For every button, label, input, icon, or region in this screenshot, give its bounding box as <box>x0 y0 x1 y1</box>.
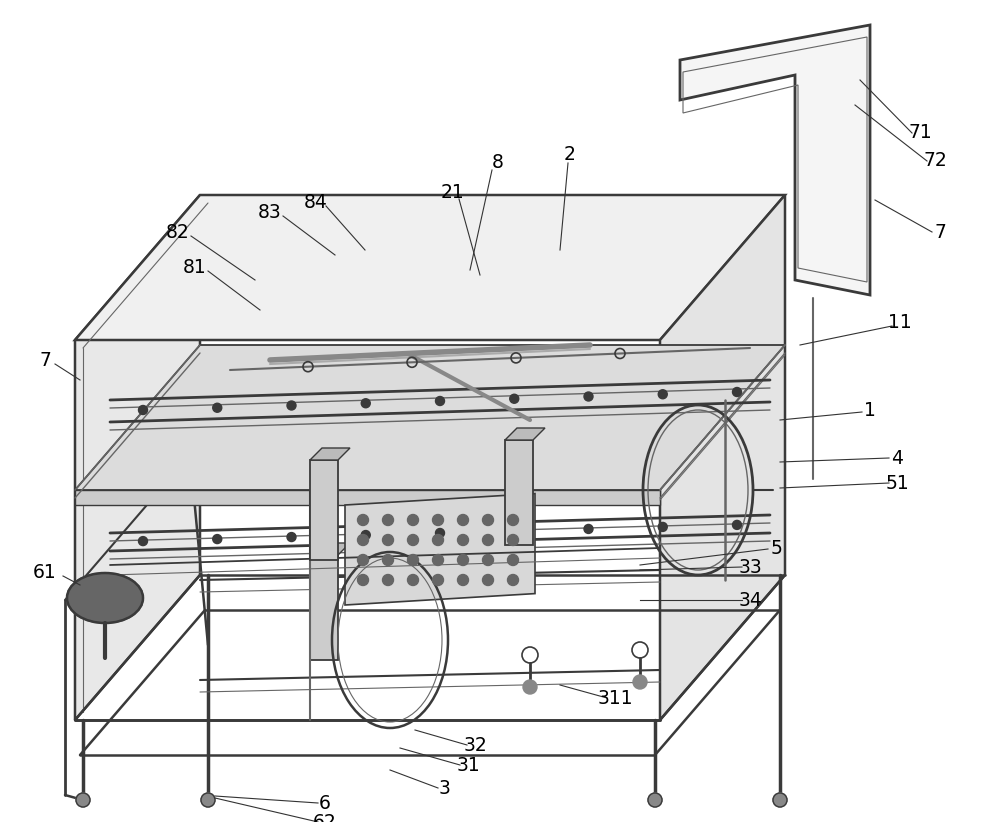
Circle shape <box>482 555 494 566</box>
Circle shape <box>510 395 519 404</box>
Text: 5: 5 <box>770 538 782 557</box>
Circle shape <box>76 793 90 807</box>
Polygon shape <box>505 440 533 545</box>
Text: 51: 51 <box>885 473 909 492</box>
Polygon shape <box>345 493 535 605</box>
Polygon shape <box>680 25 870 295</box>
Circle shape <box>213 404 222 413</box>
Circle shape <box>138 405 148 414</box>
Circle shape <box>358 575 368 585</box>
Text: 11: 11 <box>888 312 912 331</box>
Circle shape <box>482 575 494 585</box>
Circle shape <box>382 515 394 525</box>
Text: 61: 61 <box>33 562 57 581</box>
Text: 1: 1 <box>864 400 876 419</box>
Ellipse shape <box>67 573 143 623</box>
Text: 311: 311 <box>597 689 633 708</box>
Text: 83: 83 <box>258 202 282 221</box>
Circle shape <box>458 534 468 546</box>
Circle shape <box>361 399 370 408</box>
Circle shape <box>287 533 296 542</box>
Circle shape <box>408 515 418 525</box>
Circle shape <box>432 515 444 525</box>
Text: 81: 81 <box>183 257 207 276</box>
Circle shape <box>358 555 368 566</box>
Text: 31: 31 <box>456 755 480 774</box>
Text: 33: 33 <box>738 557 762 576</box>
Circle shape <box>358 534 368 546</box>
Circle shape <box>510 526 519 535</box>
Circle shape <box>508 555 518 566</box>
Text: 7: 7 <box>39 350 51 370</box>
Text: 3: 3 <box>439 778 451 797</box>
Circle shape <box>508 515 518 525</box>
Circle shape <box>432 575 444 585</box>
Text: 62: 62 <box>313 812 337 822</box>
Circle shape <box>482 515 494 525</box>
Text: 4: 4 <box>891 449 903 468</box>
Text: 71: 71 <box>908 122 932 141</box>
Text: 82: 82 <box>166 223 190 242</box>
Circle shape <box>584 524 593 533</box>
Circle shape <box>658 390 667 399</box>
Circle shape <box>382 534 394 546</box>
Text: 7: 7 <box>934 223 946 242</box>
Circle shape <box>648 793 662 807</box>
Polygon shape <box>310 460 338 560</box>
Circle shape <box>138 537 148 546</box>
Circle shape <box>435 396 444 405</box>
Text: 21: 21 <box>441 182 465 201</box>
Circle shape <box>508 534 518 546</box>
Circle shape <box>482 534 494 546</box>
Circle shape <box>432 555 444 566</box>
Circle shape <box>408 555 418 566</box>
Polygon shape <box>75 345 785 490</box>
Circle shape <box>287 401 296 410</box>
Circle shape <box>732 520 742 529</box>
Text: 84: 84 <box>304 192 328 211</box>
Polygon shape <box>75 490 660 505</box>
Text: 6: 6 <box>319 793 331 812</box>
Polygon shape <box>505 428 545 440</box>
Circle shape <box>432 534 444 546</box>
Polygon shape <box>310 448 350 460</box>
Text: 72: 72 <box>923 150 947 169</box>
Circle shape <box>201 793 215 807</box>
Polygon shape <box>75 195 785 340</box>
Circle shape <box>458 575 468 585</box>
Circle shape <box>732 387 742 396</box>
Text: 2: 2 <box>564 145 576 164</box>
Circle shape <box>408 534 418 546</box>
Text: 8: 8 <box>492 154 504 173</box>
Circle shape <box>382 555 394 566</box>
Circle shape <box>658 523 667 532</box>
Circle shape <box>435 529 444 538</box>
Circle shape <box>523 680 537 694</box>
Circle shape <box>773 793 787 807</box>
Circle shape <box>361 530 370 539</box>
Circle shape <box>458 555 468 566</box>
Circle shape <box>584 392 593 401</box>
Circle shape <box>458 515 468 525</box>
Polygon shape <box>310 543 350 555</box>
Polygon shape <box>75 195 200 720</box>
Circle shape <box>382 575 394 585</box>
Polygon shape <box>660 195 785 720</box>
Text: 34: 34 <box>738 590 762 609</box>
Circle shape <box>633 675 647 689</box>
Circle shape <box>213 534 222 543</box>
Circle shape <box>408 575 418 585</box>
Circle shape <box>508 575 518 585</box>
Polygon shape <box>310 555 338 660</box>
Circle shape <box>358 515 368 525</box>
Text: 32: 32 <box>463 736 487 755</box>
